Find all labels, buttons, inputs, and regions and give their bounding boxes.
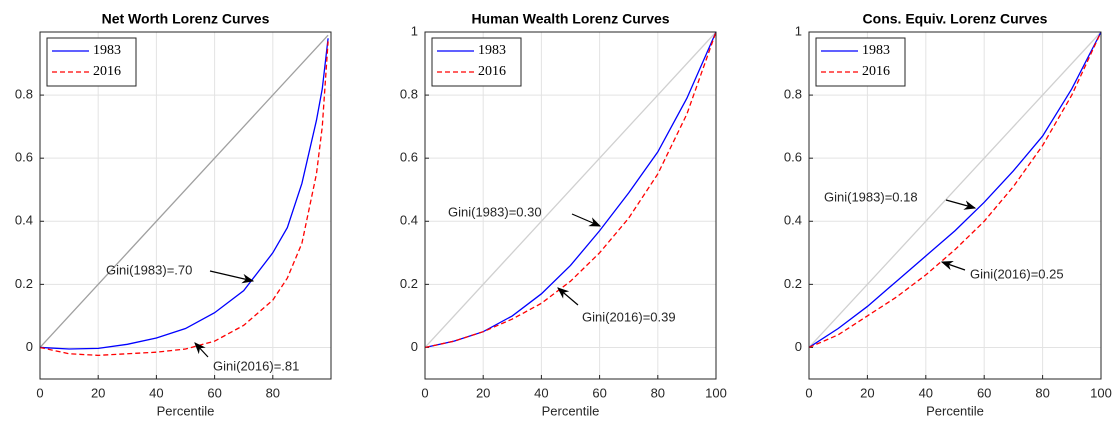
series-line	[39, 38, 329, 350]
reference-line	[808, 31, 1102, 348]
y-tick-label: 0.2	[400, 276, 418, 291]
annotation-arrow	[209, 270, 255, 284]
annotation: Gini(2016)=.81	[213, 358, 299, 373]
reference-line	[424, 31, 717, 348]
legend-box	[46, 37, 137, 87]
annotation-arrow	[940, 261, 966, 271]
legend-label: 2016	[93, 64, 121, 79]
x-tick-label: 0	[805, 385, 812, 400]
annotation: Gini(2016)=0.39	[582, 309, 676, 324]
x-tick-label: 100	[1090, 385, 1112, 400]
y-tick-label: 0.6	[15, 150, 33, 165]
series-line	[808, 31, 1102, 349]
x-tick-label: 80	[1035, 385, 1049, 400]
y-tick-label: 0.6	[400, 150, 418, 165]
y-tick-label: 0.4	[400, 213, 418, 228]
annotation: Gini(1983)=.70	[106, 262, 192, 277]
y-tick-label: 0	[795, 339, 802, 354]
x-tick-label: 60	[977, 385, 991, 400]
x-tick-label: 60	[207, 385, 221, 400]
annotation-arrow	[571, 213, 602, 227]
legend-label: 1983	[93, 43, 121, 58]
chart-title: Cons. Equiv. Lorenz Curves	[863, 11, 1048, 27]
y-tick-label: 1	[411, 23, 418, 38]
x-tick-label: 60	[592, 385, 606, 400]
y-tick-label: 0	[26, 339, 33, 354]
x-axis-label: Percentile	[926, 403, 984, 418]
x-tick-label: 20	[476, 385, 490, 400]
x-tick-label: 40	[534, 385, 548, 400]
y-tick-label: 0.4	[15, 213, 33, 228]
legend-label: 2016	[478, 64, 506, 79]
chart-title: Human Wealth Lorenz Curves	[471, 11, 669, 27]
annotation-arrow	[194, 342, 209, 358]
x-axis-label: Percentile	[542, 403, 600, 418]
annotation: Gini(1983)=0.30	[448, 204, 542, 219]
series-line	[424, 31, 717, 349]
y-tick-label: 0.8	[400, 87, 418, 102]
y-tick-label: 0.8	[784, 87, 802, 102]
x-tick-label: 80	[651, 385, 665, 400]
annotation-arrow	[557, 287, 579, 306]
x-tick-label: 100	[705, 385, 727, 400]
y-tick-label: 1	[795, 23, 802, 38]
y-tick-label: 0.2	[15, 276, 33, 291]
series-line	[808, 31, 1102, 349]
y-tick-label: 0.4	[784, 213, 802, 228]
series-line	[39, 41, 329, 356]
x-tick-label: 80	[266, 385, 280, 400]
reference-line	[39, 34, 329, 348]
x-tick-label: 0	[36, 385, 43, 400]
x-axis-label: Percentile	[157, 403, 215, 418]
legend-label: 1983	[862, 43, 890, 58]
legend-label: 2016	[862, 64, 890, 79]
y-tick-label: 0	[411, 339, 418, 354]
chart-title: Net Worth Lorenz Curves	[102, 11, 270, 27]
axes-box	[39, 31, 332, 380]
y-tick-label: 0.2	[784, 276, 802, 291]
y-tick-label: 0.8	[15, 87, 33, 102]
legend-box	[431, 37, 522, 87]
y-tick-label: 0.6	[784, 150, 802, 165]
annotation: Gini(1983)=0.18	[824, 189, 918, 204]
x-tick-label: 40	[919, 385, 933, 400]
x-tick-label: 40	[149, 385, 163, 400]
annotation: Gini(2016)=0.25	[970, 266, 1064, 281]
legend-label: 1983	[478, 43, 506, 58]
axes-box	[808, 31, 1102, 380]
annotation-arrow	[945, 199, 977, 210]
axes-box	[424, 31, 717, 380]
x-tick-label: 0	[421, 385, 428, 400]
x-tick-label: 20	[91, 385, 105, 400]
x-tick-label: 20	[860, 385, 874, 400]
legend-box	[815, 37, 906, 87]
